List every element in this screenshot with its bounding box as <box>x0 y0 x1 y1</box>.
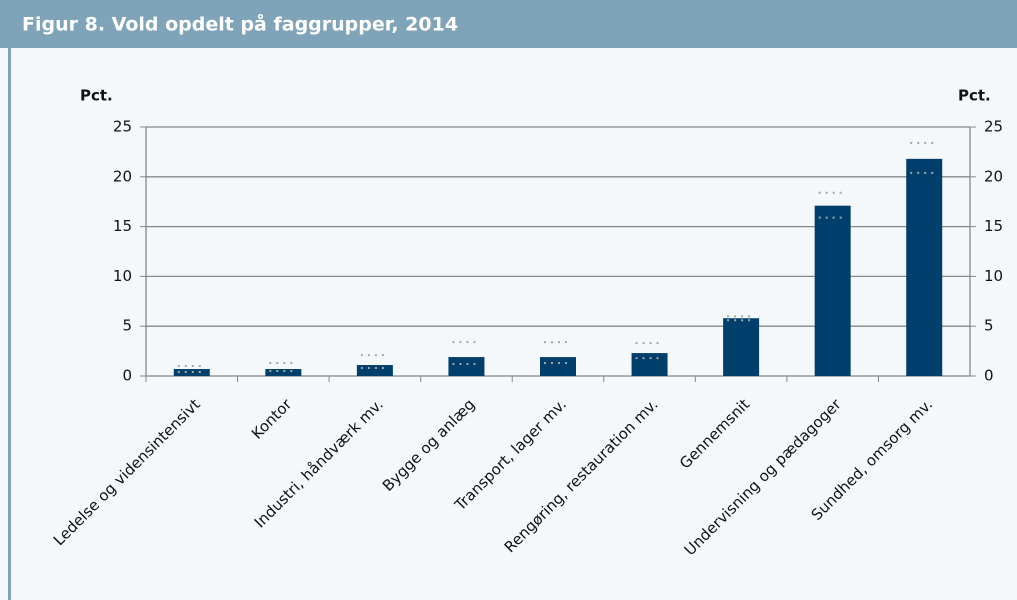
x-tick-label: Bygge og anlæg <box>379 395 479 495</box>
x-tick-label: Kontor <box>248 395 296 443</box>
bar <box>356 365 393 376</box>
y-tick-label: 15 <box>113 217 132 235</box>
y-tick-label: 10 <box>113 267 132 285</box>
bar <box>814 205 851 376</box>
y-tick-label: 20 <box>113 167 132 185</box>
chart-title: Figur 8. Vold opdelt på faggrupper, 2014 <box>22 12 458 36</box>
y-axis-label: Pct. <box>80 87 113 105</box>
y2-axis-label: Pct. <box>958 87 991 105</box>
x-tick-label: Undervisning og pædagoger <box>681 395 845 559</box>
x-tick-label: Ledelse og vidensintensivt <box>50 395 204 549</box>
header-bar <box>0 0 1017 48</box>
bar <box>448 357 485 376</box>
x-tick-label: Rengøring, restauration mv. <box>501 395 662 556</box>
bar <box>265 369 302 376</box>
bar <box>540 357 576 376</box>
y-tick-label: 25 <box>113 118 132 136</box>
y2-tick-label: 20 <box>984 167 1003 185</box>
y-tick-label: 5 <box>122 317 132 335</box>
x-tick-label: Gennemsnit <box>676 395 753 472</box>
bar <box>906 158 943 376</box>
y2-tick-label: 15 <box>984 217 1003 235</box>
bar <box>631 353 668 376</box>
left-border <box>8 48 11 600</box>
bar <box>723 318 760 376</box>
y2-tick-label: 10 <box>984 267 1003 285</box>
y-tick-label: 0 <box>122 367 132 385</box>
y2-tick-label: 0 <box>984 367 994 385</box>
y2-tick-label: 25 <box>984 118 1003 136</box>
y2-tick-label: 5 <box>984 317 994 335</box>
